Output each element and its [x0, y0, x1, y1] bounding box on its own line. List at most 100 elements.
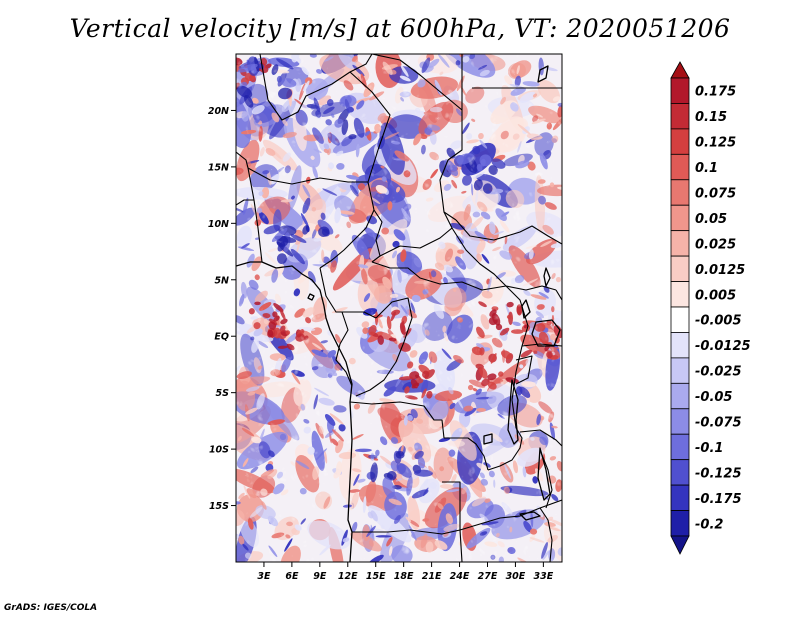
colorbar-swatch	[670, 128, 690, 155]
coast-lake-kariba	[519, 511, 541, 521]
border-drc-zambia	[487, 427, 523, 471]
coast-lake-victoria	[531, 319, 561, 347]
border-niger-chad	[349, 71, 391, 211]
coast-lake-albert	[521, 299, 531, 319]
border-tanzania-zambia	[519, 429, 562, 447]
latitude-axis: 20N 15N 10N 5N EQ 5S 10S 15S	[208, 106, 236, 512]
lon-tick-label: 9E	[313, 571, 327, 582]
coast-lake-malawi	[537, 447, 551, 501]
colorbar-level-label: -0.075	[695, 416, 742, 431]
lon-tick-label: 30E	[506, 571, 526, 582]
colorbar-level-label: 0.175	[695, 85, 736, 100]
border-southsudan-uganda	[505, 285, 557, 291]
border-rwanda-burundi	[515, 355, 533, 385]
lon-tick-label: 27E	[478, 571, 498, 582]
map-frame	[235, 53, 563, 563]
colorbar-swatch	[670, 459, 690, 486]
lon-tick-label: 24E	[450, 571, 470, 582]
border-benin	[247, 167, 263, 263]
colorbar-level-label: -0.1	[695, 441, 723, 456]
border-libya-algeria	[259, 54, 373, 121]
map-title: Vertical velocity [m/s] at 600hPa, VT: 2…	[69, 14, 731, 43]
colorbar-swatch	[670, 153, 690, 181]
colorbar-swatch	[670, 230, 690, 257]
colorbar-top-arrow	[670, 61, 690, 79]
colorbar-swatch	[670, 382, 690, 410]
colorbar-swatch	[670, 281, 690, 308]
colorbar-level-label: -0.05	[695, 390, 732, 405]
colorbar: 0.175 0.15 0.125 0.1 0.075 0.05 0.025 0.0125 0.0…	[670, 61, 751, 555]
colorbar-swatch	[670, 255, 690, 282]
border-chad-sudan	[439, 159, 457, 221]
colorbar-swatch	[670, 204, 690, 232]
border-libya-chad	[371, 54, 463, 111]
border-car-southsudan	[451, 227, 507, 287]
border-drc-angola-east	[444, 437, 489, 471]
coast-west-africa	[236, 261, 353, 562]
border-drc-angola-north	[349, 401, 445, 439]
colorbar-swatch	[670, 179, 690, 206]
border-sudan-southsudan	[455, 219, 562, 245]
velocity-cell	[229, 69, 236, 76]
border-uganda-kenya	[555, 289, 562, 301]
lat-tick-label: 10N	[208, 219, 229, 230]
velocity-field	[224, 54, 562, 562]
lat-tick-label: 5N	[214, 275, 229, 286]
border-burkina	[236, 199, 254, 206]
colorbar-level-label: -0.175	[695, 492, 742, 507]
border-chad-car	[379, 211, 453, 257]
lon-tick-label: 21E	[422, 571, 442, 582]
lat-tick-label: 10S	[209, 445, 229, 456]
border-niger-nigeria	[247, 167, 368, 185]
lat-tick-label: 5S	[216, 388, 230, 399]
border-cameroon-chad	[371, 209, 383, 263]
border-congo-drc	[355, 297, 413, 397]
colorbar-level-label: -0.2	[695, 517, 723, 532]
colorbar-swatch	[670, 332, 690, 359]
velocity-cell	[224, 72, 237, 84]
lon-tick-label: 3E	[257, 571, 271, 582]
border-malawi	[539, 449, 553, 509]
colorbar-level-label: 0.15	[695, 110, 727, 125]
lat-tick-label: EQ	[214, 332, 229, 343]
border-zambia-mozambique	[539, 507, 553, 562]
colorbar-swatch	[670, 433, 690, 461]
coast-nile-delta	[537, 65, 549, 83]
colorbar-level-label: 0.005	[695, 288, 736, 303]
colorbar-level-label: 0.075	[695, 187, 736, 202]
lon-tick-label: 18E	[394, 571, 414, 582]
lon-tick-label: 33E	[534, 571, 554, 582]
colorbar-level-label: -0.125	[695, 466, 742, 481]
colorbar-level-label: 0.025	[695, 237, 736, 252]
colorbar-swatch	[670, 510, 690, 537]
colorbar-level-label: 0.0125	[695, 263, 745, 278]
border-namibia-botswana	[459, 529, 463, 562]
lat-tick-label: 15S	[209, 501, 229, 512]
colorbar-swatch	[670, 103, 690, 130]
colorbar-bottom-arrow	[670, 535, 690, 555]
colorbar-level-label: -0.025	[695, 365, 742, 380]
longitude-axis: 3E 6E 9E 12E 15E 18E 21E 24E 27E 30E 33E	[257, 562, 554, 582]
border-car-drc	[371, 261, 507, 291]
border-zambia-south	[459, 499, 562, 531]
colorbar-swatch	[670, 77, 690, 104]
lon-tick-label: 15E	[366, 571, 386, 582]
border-angola-namibia	[352, 529, 461, 535]
border-angola-zambia	[442, 481, 461, 530]
coastlines	[236, 65, 561, 562]
lon-tick-label: 12E	[338, 571, 358, 582]
colorbar-swatch	[670, 306, 690, 333]
border-nigeria-cameroon	[319, 209, 375, 269]
coast-lake-mweru	[483, 433, 493, 445]
country-borders	[236, 54, 562, 562]
colorbar-level-label: 0.05	[695, 212, 727, 227]
colorbar-swatch	[670, 357, 690, 384]
colorbar-level-label: 0.1	[695, 161, 718, 176]
lon-tick-label: 6E	[285, 571, 299, 582]
colorbar-level-label: -0.005	[695, 314, 742, 329]
colorbar-swatch	[670, 408, 690, 435]
border-gabon-congo	[335, 311, 353, 387]
credit-label: GrADS: IGES/COLA	[4, 603, 98, 613]
colorbar-level-label: -0.0125	[695, 339, 751, 354]
